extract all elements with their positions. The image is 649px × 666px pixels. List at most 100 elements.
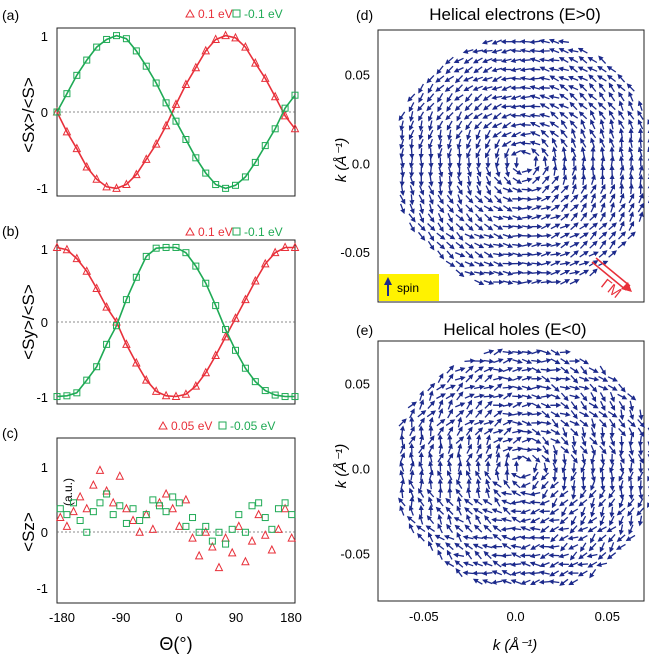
tick-label: 0.0 [507, 609, 525, 624]
spin-arrow [541, 184, 550, 194]
spin-arrow [561, 507, 567, 518]
spin-arrow [531, 367, 542, 374]
spin-arrow [453, 67, 464, 73]
spin-arrow [590, 533, 596, 544]
data-point-triangle [161, 120, 171, 130]
spin-arrow [637, 515, 644, 527]
spin-arrow [483, 358, 495, 364]
spin-arrow [619, 489, 625, 501]
spin-arrow [580, 401, 587, 411]
panel-d-label: (d) [356, 7, 373, 23]
spin-arrow [550, 260, 561, 267]
spin-arrow [538, 570, 550, 576]
spin-arrow [446, 93, 453, 103]
spin-arrow [588, 251, 599, 257]
spin-arrow [541, 410, 551, 419]
spin-arrow [483, 261, 495, 267]
spin-arrow [599, 445, 607, 455]
spin-arrow [446, 241, 455, 250]
spin-arrow [463, 66, 473, 74]
spin-arrow [550, 111, 559, 120]
spin-arrow [455, 488, 463, 498]
spin-arrow [500, 94, 512, 101]
spin-arrow [463, 57, 474, 64]
spin-arrow [540, 420, 552, 426]
spin-arrow [493, 428, 504, 434]
spin-arrow [608, 82, 615, 93]
data-point-square [222, 540, 230, 548]
spin-arrow [446, 194, 454, 205]
spin-arrow [514, 157, 520, 169]
spin-arrow [437, 513, 443, 525]
spin-arrow [618, 480, 624, 491]
spin-arrow [561, 462, 567, 474]
spin-arrow [580, 462, 586, 474]
tick-label: 0.05 [345, 376, 370, 391]
data-point-square [63, 511, 71, 519]
spin-arrow [427, 111, 434, 122]
spin-arrow [568, 561, 579, 568]
spin-arrow [510, 552, 522, 559]
data-point-triangle [62, 244, 72, 254]
spin-arrow [628, 436, 634, 447]
spin-arrow [588, 402, 599, 409]
spin-arrow [493, 270, 504, 276]
spin-arrow [549, 103, 560, 110]
tick-a-m1: -1 [36, 181, 48, 196]
data-point-triangle [75, 491, 85, 501]
spin-arrow [494, 148, 500, 159]
spin-arrow [609, 542, 615, 553]
spin-arrow [578, 56, 588, 64]
spin-arrow [532, 175, 541, 184]
spin-arrow [456, 382, 464, 392]
spin-arrow [529, 66, 541, 72]
data-point-triangle [82, 266, 92, 275]
spin-arrow [520, 473, 531, 479]
spin-arrow [482, 499, 493, 506]
spin-arrow [418, 461, 424, 472]
spin-arrow [446, 204, 454, 214]
series-line-0 [56, 34, 296, 190]
panel-b-yticks: 1 0 -1 [36, 242, 48, 405]
spin-arrow [456, 157, 462, 169]
spin-arrow [590, 192, 596, 204]
spin-arrow [454, 375, 466, 381]
spin-arrow [438, 407, 444, 419]
spin-arrow [454, 367, 466, 372]
data-point-square [202, 522, 210, 530]
spin-arrow [521, 411, 533, 417]
panel-c-xticks: -180 -90 0 90 180 [49, 610, 302, 625]
data-point-square [152, 244, 160, 252]
spin-arrow [628, 91, 634, 102]
spin-arrow [618, 444, 625, 456]
spin-arrow [628, 183, 634, 195]
spin-arrow [512, 358, 523, 364]
spin-arrow [519, 112, 531, 118]
spin-arrow [618, 100, 624, 111]
data-point-triangle [241, 294, 250, 304]
spin-arrow [636, 507, 645, 517]
spin-arrow [529, 131, 541, 137]
spin-arrow [616, 534, 626, 542]
spin-arrow [539, 552, 550, 559]
spin-arrow [590, 184, 597, 194]
spin-arrow [600, 436, 606, 447]
spin-arrow [561, 146, 567, 158]
spin-arrow [482, 57, 493, 64]
spin-arrow [427, 240, 435, 251]
spin-arrow [399, 505, 405, 516]
tick-label: 0.05 [595, 609, 620, 624]
spin-arrow [512, 187, 523, 193]
spin-arrow [529, 85, 541, 91]
spin-arrow [519, 75, 531, 82]
data-point-square [192, 262, 200, 270]
spin-arrow [425, 525, 435, 532]
data-point-triangle [151, 386, 161, 395]
data-point-triangle [95, 465, 105, 474]
data-point-triangle [241, 556, 250, 566]
spin-arrow [543, 462, 549, 474]
panel-c-legend: 0.05 eV -0.05 eV [158, 419, 275, 433]
spin-arrow [418, 148, 424, 160]
spin-arrow [465, 373, 474, 383]
spin-arrow [569, 242, 580, 248]
